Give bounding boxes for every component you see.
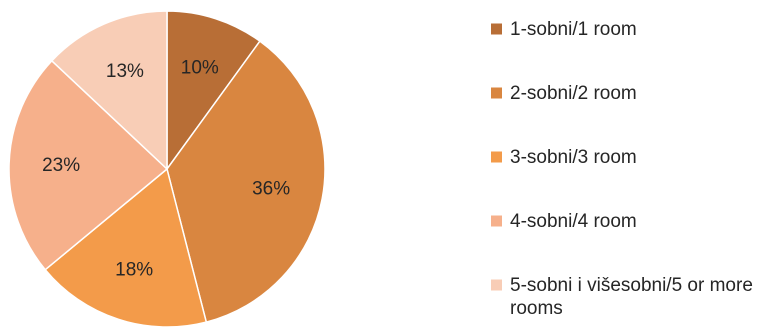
legend-label-3: 3-sobni/3 room <box>510 147 637 168</box>
legend-swatch-5 <box>491 279 502 291</box>
legend-label-1: 1-sobni/1 room <box>510 19 637 40</box>
legend: 1-sobni/1 room 2-sobni/2 room 3-sobni/3 ro… <box>491 19 753 319</box>
pie-slice-4 <box>8 60 168 271</box>
legend-item-2: 2-sobni/2 room <box>491 83 637 104</box>
data-label-slice-2: 36% <box>252 178 290 199</box>
data-label-slice-5: 13% <box>106 61 144 82</box>
data-label-slice-4: 23% <box>42 155 80 176</box>
legend-label-4: 4-sobni/4 room <box>510 211 637 232</box>
pie-data-labels: 10% 36% 18% 23% 13% <box>42 58 290 281</box>
pie-slice-2 <box>166 40 326 323</box>
pie-slice-3 <box>44 168 208 327</box>
legend-item-1: 1-sobni/1 room <box>491 19 637 40</box>
pie-slice-5 <box>51 10 168 170</box>
legend-label-2: 2-sobni/2 room <box>510 83 637 104</box>
pie-slice-1 <box>166 10 261 170</box>
legend-item-5: 5-sobni i višesobni/5 or more rooms <box>491 275 753 319</box>
legend-item-4: 4-sobni/4 room <box>491 211 637 232</box>
legend-swatch-1 <box>491 23 502 35</box>
pie-slices <box>8 10 326 327</box>
legend-swatch-2 <box>491 87 502 99</box>
data-label-slice-1: 10% <box>181 58 219 79</box>
legend-label-5: 5-sobni i višesobni/5 or more rooms <box>510 275 753 319</box>
legend-swatch-4 <box>491 215 502 227</box>
legend-swatch-3 <box>491 151 502 163</box>
data-label-slice-3: 18% <box>115 259 153 280</box>
legend-item-3: 3-sobni/3 room <box>491 147 637 168</box>
